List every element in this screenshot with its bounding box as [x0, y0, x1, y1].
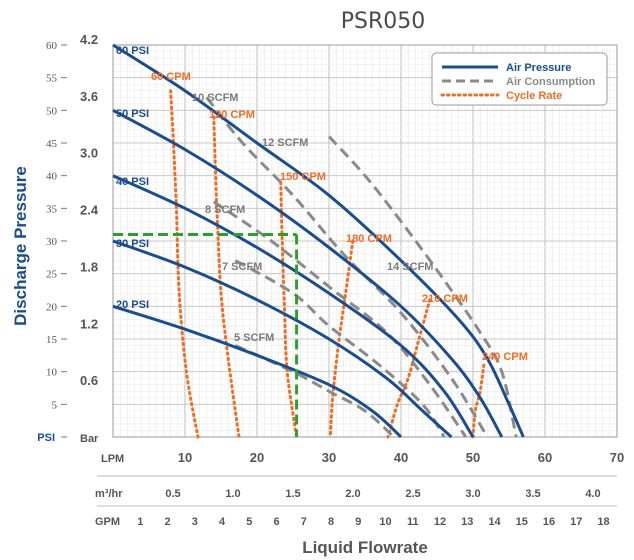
bar-tick-label: 1.2	[80, 316, 98, 331]
gpm-tick-label: 7	[301, 516, 307, 528]
gpm-tick-label: 18	[597, 516, 609, 528]
psi-tick-label: 55	[46, 73, 58, 85]
lpm-tick-label: 20	[250, 450, 264, 465]
gpm-tick-label: 8	[328, 516, 334, 528]
air-consumption-label: 8 SCFM	[205, 204, 245, 216]
air-pressure-curve	[112, 43, 525, 438]
air-consumption-label: 14 SCFM	[387, 261, 433, 273]
lpm-unit-label: LPM	[101, 453, 124, 465]
air-pressure-curve	[112, 239, 453, 439]
air-pressure-label: 20 PSI	[116, 299, 149, 311]
air-consumption-curve	[327, 135, 518, 438]
cycle-rate-label: 210 CPM	[422, 293, 468, 305]
air-pressure-curve	[112, 304, 403, 439]
m3hr-tick-label: 1.0	[225, 488, 240, 500]
gpm-tick-label: 3	[192, 516, 198, 528]
bar-unit-label: Bar	[80, 433, 99, 445]
gpm-tick-label: 14	[488, 516, 501, 528]
psi-tick-label: 5	[52, 399, 58, 411]
m3hr-tick-label: 2.0	[345, 488, 360, 500]
psi-tick-label: 50	[46, 105, 58, 117]
gpm-tick-label: 15	[516, 516, 528, 528]
m3hr-tick-label: 0.5	[165, 488, 180, 500]
legend-label: Air Pressure	[506, 62, 571, 74]
y-axis-title: Discharge Pressure	[11, 166, 30, 326]
curve-layer	[112, 43, 525, 439]
gpm-tick-label: 6	[273, 516, 279, 528]
legend-label: Air Consumption	[506, 76, 595, 88]
m3hr-tick-label: 3.0	[465, 488, 480, 500]
legend-label: Cycle Rate	[506, 90, 562, 102]
psi-unit-label: PSI	[37, 432, 55, 444]
psi-tick-label: 30	[46, 236, 58, 248]
cycle-rate-label: 180 CPM	[346, 233, 392, 245]
psi-tick-label: 60	[46, 40, 58, 52]
gpm-tick-label: 4	[219, 516, 226, 528]
psi-tick-label: 35	[46, 203, 58, 215]
m3hr-tick-label: 4.0	[585, 488, 600, 500]
cycle-rate-label: 150 CPM	[280, 171, 326, 183]
cycle-rate-curve	[471, 363, 486, 439]
lpm-tick-label: 70	[610, 450, 624, 465]
air-pressure-label: 50 PSI	[116, 108, 149, 120]
lpm-tick-label: 40	[394, 450, 408, 465]
psi-tick-label: 45	[46, 138, 58, 150]
air-pressure-curve	[112, 174, 475, 438]
air-consumption-curve	[205, 96, 489, 438]
gpm-unit-label: GPM	[95, 516, 120, 528]
air-consumption-label: 5 SCFM	[234, 332, 274, 344]
lpm-tick-label: 50	[466, 450, 480, 465]
bar-tick-label: 3.6	[80, 89, 98, 104]
gpm-tick-label: 13	[461, 516, 473, 528]
bar-tick-label: 0.6	[80, 373, 98, 388]
cycle-rate-label: 120 CPM	[209, 109, 255, 121]
psi-tick-label: 40	[46, 171, 58, 183]
lpm-tick-label: 30	[322, 450, 336, 465]
gpm-tick-label: 5	[246, 516, 252, 528]
air-pressure-label: 60 PSI	[116, 45, 149, 57]
gpm-tick-label: 17	[570, 516, 582, 528]
air-consumption-label: 12 SCFM	[262, 137, 308, 149]
air-pressure-label: 30 PSI	[116, 238, 149, 250]
cycle-rate-curve	[212, 115, 241, 439]
lpm-tick-label: 10	[178, 450, 192, 465]
gpm-tick-label: 1	[137, 516, 143, 528]
psi-tick-label: 10	[46, 367, 58, 379]
lpm-tick-label: 60	[538, 450, 552, 465]
bar-tick-label: 4.2	[80, 32, 98, 47]
cycle-rate-label: 240 CPM	[482, 351, 528, 363]
cycle-rate-curve	[279, 180, 299, 439]
air-consumption-curve	[234, 259, 446, 438]
m3hr-unit-label: m³/hr	[95, 488, 123, 500]
gpm-tick-label: 12	[434, 516, 446, 528]
air-pressure-label: 40 PSI	[116, 176, 149, 188]
chart-title: PSR050	[341, 9, 426, 34]
air-pressure-curve	[112, 108, 504, 438]
air-consumption-label: 10 SCFM	[192, 92, 238, 104]
air-consumption-label: 7 SCFM	[222, 261, 262, 273]
x-axis-title: Liquid Flowrate	[302, 538, 428, 557]
psi-tick-label: 15	[46, 334, 58, 346]
bar-tick-label: 3.0	[80, 146, 98, 161]
bar-tick-label: 1.8	[80, 259, 98, 274]
gpm-tick-label: 11	[407, 516, 419, 528]
gpm-tick-label: 9	[355, 516, 361, 528]
gpm-tick-label: 10	[379, 516, 391, 528]
legend	[431, 52, 608, 106]
bar-tick-label: 2.4	[80, 203, 99, 218]
cycle-rate-label: 60 CPM	[151, 71, 191, 83]
psi-tick-label: 20	[46, 301, 58, 313]
m3hr-tick-label: 1.5	[285, 488, 300, 500]
m3hr-tick-label: 3.5	[525, 488, 540, 500]
psi-tick-label: 25	[46, 269, 58, 281]
air-consumption-curve	[212, 200, 468, 438]
gpm-tick-label: 16	[543, 516, 555, 528]
gpm-tick-label: 2	[164, 516, 170, 528]
m3hr-tick-label: 2.5	[405, 488, 420, 500]
